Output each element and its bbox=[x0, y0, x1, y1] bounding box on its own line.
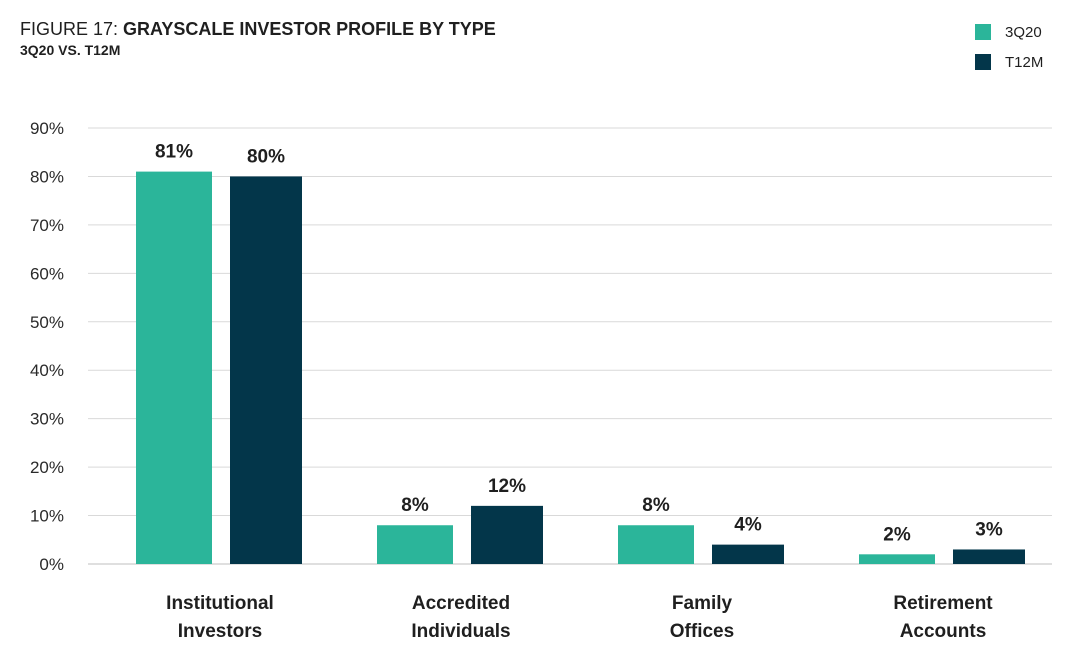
y-tick-label: 50% bbox=[30, 313, 64, 332]
figure-header: FIGURE 17: GRAYSCALE INVESTOR PROFILE BY… bbox=[20, 18, 496, 58]
data-label: 12% bbox=[488, 476, 526, 497]
x-category-label: Institutional bbox=[166, 593, 274, 614]
bar-3q20 bbox=[618, 525, 694, 564]
data-label: 3% bbox=[975, 519, 1003, 540]
data-label: 80% bbox=[247, 146, 285, 167]
legend-label-t12m: T12M bbox=[1005, 53, 1044, 71]
x-category-label: Retirement bbox=[893, 593, 993, 614]
bar-3q20 bbox=[377, 525, 453, 564]
y-tick-label: 70% bbox=[30, 216, 64, 235]
data-label: 8% bbox=[642, 495, 670, 516]
figure-title-text: GRAYSCALE INVESTOR PROFILE BY TYPE bbox=[123, 19, 496, 39]
y-tick-label: 30% bbox=[30, 410, 64, 429]
chart-legend: 3Q20 T12M bbox=[975, 22, 1043, 82]
legend-item-t12m: T12M bbox=[975, 52, 1043, 72]
legend-swatch-3q20 bbox=[975, 24, 991, 40]
figure-number: FIGURE 17: bbox=[20, 19, 119, 39]
x-category-label: Individuals bbox=[411, 621, 510, 642]
y-tick-label: 40% bbox=[30, 361, 64, 380]
x-category-label: Accredited bbox=[412, 593, 510, 614]
x-category-label: Offices bbox=[670, 621, 734, 642]
x-category-label: Accounts bbox=[900, 621, 987, 642]
bar-t12m bbox=[471, 505, 543, 564]
legend-label-3q20: 3Q20 bbox=[1005, 23, 1042, 41]
data-label: 81% bbox=[155, 142, 193, 163]
x-category-label: Family bbox=[672, 593, 733, 614]
y-tick-label: 10% bbox=[30, 507, 64, 526]
bar-t12m bbox=[712, 544, 784, 564]
data-label: 2% bbox=[883, 524, 911, 545]
bar-3q20 bbox=[859, 554, 935, 564]
bar-3q20 bbox=[136, 171, 212, 564]
x-category-label: Investors bbox=[178, 621, 262, 642]
y-tick-label: 60% bbox=[30, 264, 64, 283]
y-tick-label: 80% bbox=[30, 167, 64, 186]
figure-title: FIGURE 17: GRAYSCALE INVESTOR PROFILE BY… bbox=[20, 18, 496, 40]
bar-t12m bbox=[230, 176, 302, 564]
bar-t12m bbox=[953, 549, 1025, 564]
data-label: 8% bbox=[401, 495, 429, 516]
y-tick-label: 0% bbox=[39, 555, 64, 574]
data-label: 4% bbox=[734, 515, 762, 536]
y-tick-label: 90% bbox=[30, 119, 64, 138]
legend-item-3q20: 3Q20 bbox=[975, 22, 1043, 42]
figure-subtitle: 3Q20 VS. T12M bbox=[20, 42, 121, 58]
legend-swatch-t12m bbox=[975, 54, 991, 70]
y-tick-label: 20% bbox=[30, 458, 64, 477]
